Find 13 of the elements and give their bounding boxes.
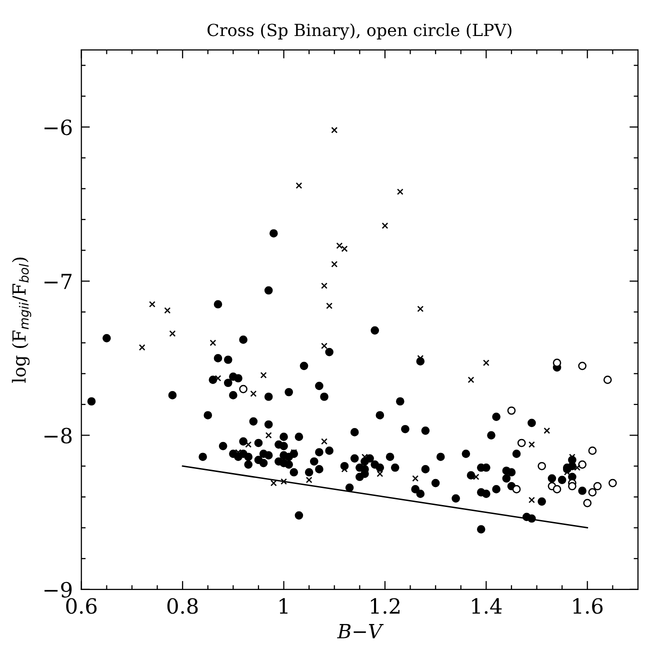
y-tick-label: −8: [44, 428, 72, 444]
y-tick-label: −7: [44, 274, 72, 290]
x-tick-label: 1.6: [573, 598, 603, 614]
x-axis-title: B−V: [337, 624, 384, 638]
x-tick-label: 1.4: [472, 598, 502, 614]
y-tick-label: −6: [44, 119, 72, 136]
y-tick-label: −9: [44, 582, 72, 598]
x-tick-label: 0.6: [66, 598, 97, 614]
y-axis-title: log (F$_{mgii}$/F$_{bol}$): [12, 258, 32, 383]
x-tick-label: 0.8: [167, 598, 198, 614]
x-tick-label: 1.2: [370, 598, 400, 614]
x-tick-label: 1: [280, 598, 288, 614]
chart-title: Cross (Sp Binary), open circle (LPV): [208, 23, 512, 40]
